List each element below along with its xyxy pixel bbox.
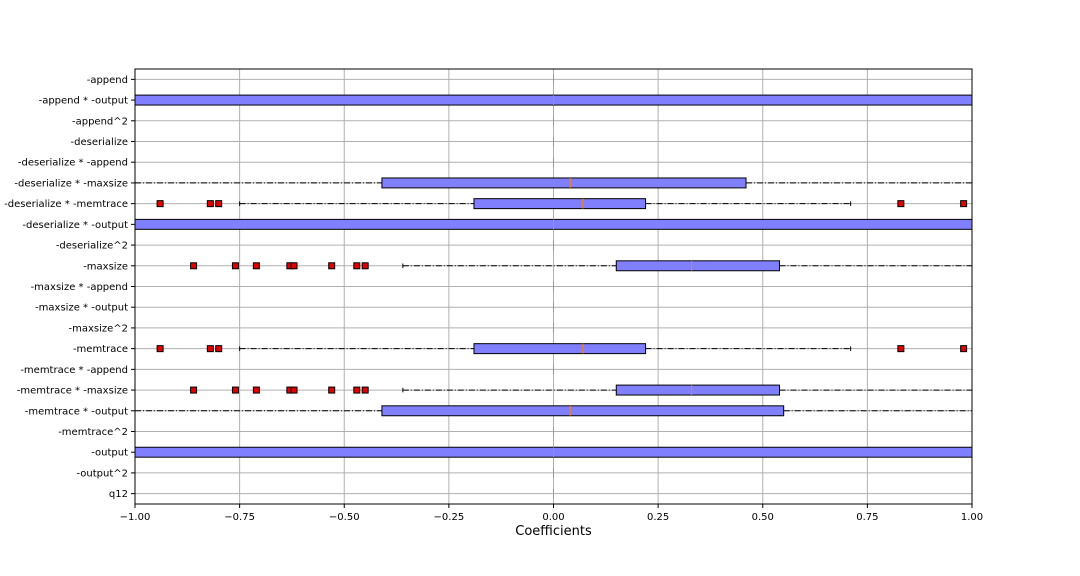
box-1 (134, 94, 973, 106)
iqr-box (473, 198, 647, 210)
y-tick-label: -deserialize^2 (56, 241, 128, 252)
outlier-marker (361, 386, 369, 394)
y-tick-label: -memtrace (73, 344, 128, 355)
outlier-marker (252, 386, 260, 394)
box-6 (156, 198, 968, 210)
outlier-marker (960, 345, 968, 353)
y-tick-label: -append^2 (72, 116, 128, 127)
outlier-marker (206, 200, 214, 208)
x-tick-label: 1.00 (961, 512, 983, 523)
outlier-marker (190, 262, 198, 270)
outlier-marker (353, 386, 361, 394)
y-tick-label: -maxsize^2 (68, 323, 128, 334)
outlier-marker (361, 262, 369, 270)
outlier-marker (156, 345, 164, 353)
outlier-marker (231, 386, 239, 394)
x-axis-title: Coefficients (515, 524, 592, 539)
x-tick-label: 0.50 (752, 512, 774, 523)
outlier-marker (290, 262, 298, 270)
outlier-marker (215, 200, 223, 208)
outlier-marker (328, 386, 336, 394)
x-tick-label: 0.25 (647, 512, 669, 523)
box-7 (134, 218, 973, 230)
outlier-marker (252, 262, 260, 270)
box-18 (134, 446, 973, 458)
x-tick-label: −1.00 (120, 512, 151, 523)
y-tick-label: -output (91, 448, 128, 459)
y-tick-label: -memtrace * -maxsize (17, 386, 128, 397)
box-5 (134, 177, 973, 189)
y-tick-label: -memtrace * -output (25, 406, 128, 417)
y-tick-label: -deserialize * -append (18, 158, 128, 169)
x-axis: −1.00 −0.75 −0.50 −0.25 0.00 0.25 0.50 0.75 1.00 (120, 504, 983, 523)
x-tick-label: −0.25 (434, 512, 465, 523)
outlier-marker (215, 345, 223, 353)
iqr-box (615, 384, 780, 396)
y-tick-label: q12 (109, 489, 128, 500)
outlier-marker (897, 345, 905, 353)
y-tick-label: -maxsize * -append (31, 282, 128, 293)
x-tick-label: 0.75 (856, 512, 878, 523)
y-tick-label: -memtrace^2 (58, 427, 128, 438)
x-tick-label: −0.50 (329, 512, 360, 523)
outlier-marker (897, 200, 905, 208)
y-tick-label: -append * -output (39, 96, 128, 107)
outlier-marker (156, 200, 164, 208)
y-tick-label: -deserialize (71, 137, 128, 148)
box-9 (190, 260, 973, 272)
outlier-marker (290, 386, 298, 394)
iqr-box (615, 260, 780, 272)
y-axis: -append -append * -output -append^2 -deseri… (4, 75, 135, 500)
y-tick-label: -append (87, 75, 128, 86)
y-tick-label: -maxsize * -output (35, 303, 128, 314)
box-15 (190, 384, 973, 396)
y-tick-label: -deserialize * -memtrace (4, 199, 128, 210)
iqr-box (381, 177, 747, 189)
x-tick-label: 0.00 (542, 512, 564, 523)
outlier-marker (231, 262, 239, 270)
y-tick-label: -deserialize * -maxsize (14, 178, 128, 189)
outlier-marker (328, 262, 336, 270)
y-tick-label: -output^2 (76, 468, 128, 479)
y-tick-label: -memtrace * -append (20, 365, 128, 376)
plot-layer (134, 74, 973, 499)
outlier-marker (190, 386, 198, 394)
y-tick-label: -deserialize * -output (22, 220, 128, 231)
iqr-box (473, 343, 647, 355)
x-tick-label: −0.75 (224, 512, 255, 523)
box-13 (156, 343, 968, 355)
outlier-marker (353, 262, 361, 270)
outlier-marker (960, 200, 968, 208)
y-tick-label: -maxsize (83, 261, 128, 272)
outlier-marker (206, 345, 214, 353)
iqr-box (381, 405, 785, 417)
